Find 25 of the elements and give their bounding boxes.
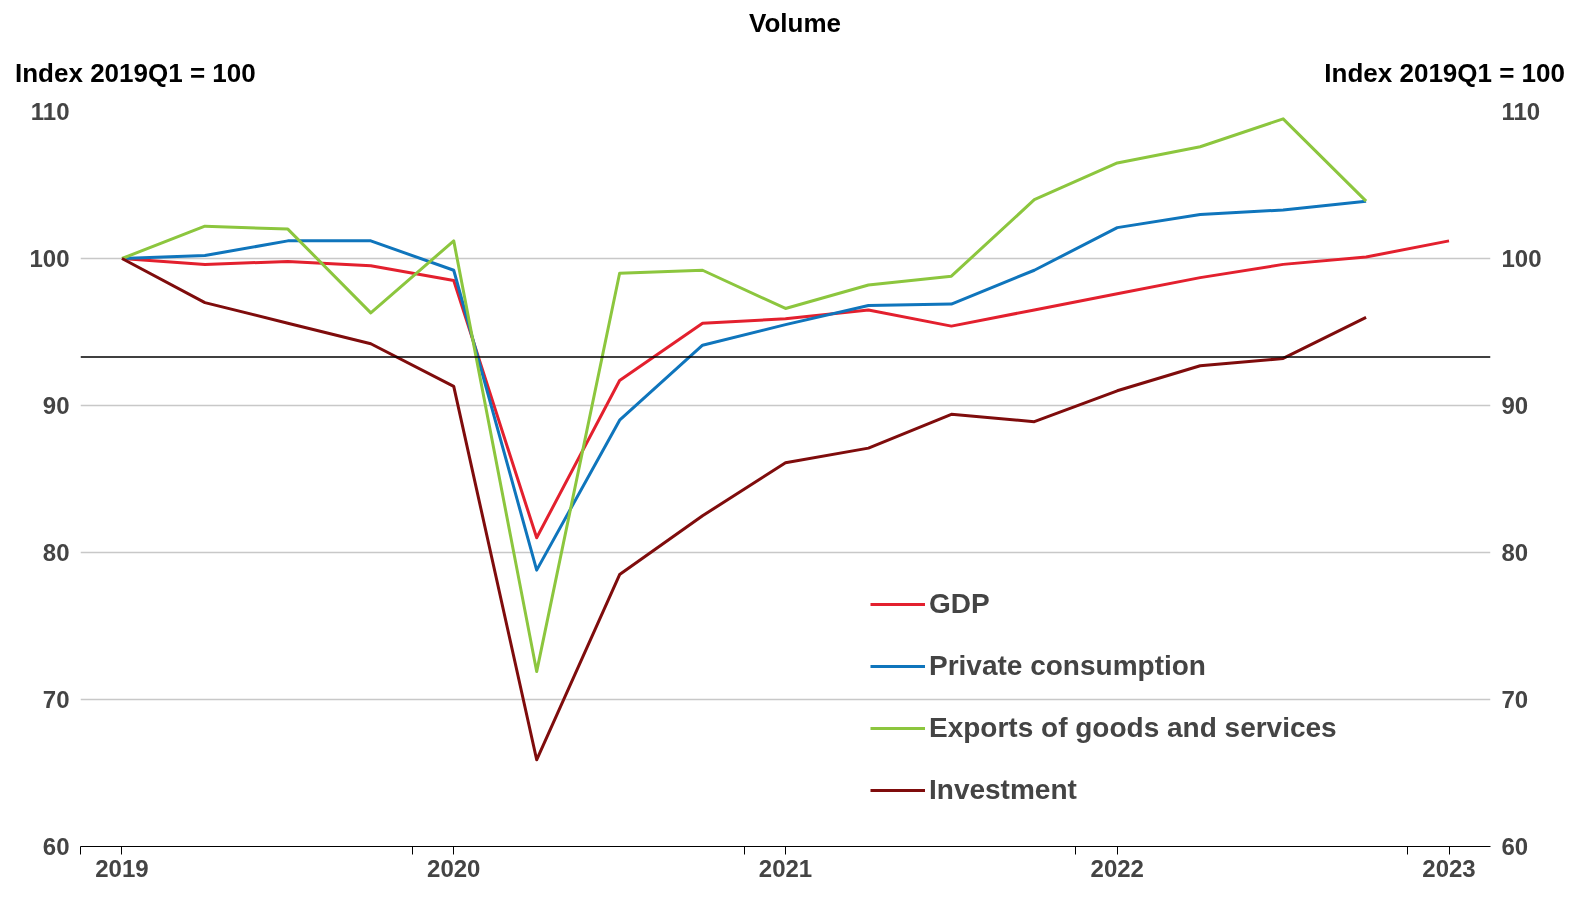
x-tick-label: 2019	[95, 854, 149, 882]
y-tick-label: 60	[42, 833, 70, 860]
y2-tick-label: 100	[1501, 245, 1542, 272]
y2-tick-label: 70	[1501, 686, 1529, 713]
y2-axis-title: Index 2019Q1 = 100	[1324, 57, 1565, 90]
y-tick-label: 90	[42, 392, 70, 419]
line-series	[120, 257, 1368, 762]
legend-label: Investment	[929, 774, 1077, 806]
y-tick-label: 70	[42, 686, 70, 713]
legend-label: Exports of goods and services	[929, 712, 1337, 744]
y-tick-label: 100	[29, 245, 70, 272]
x-tick-label: 2022	[1090, 854, 1144, 882]
x-tick-label: 2020	[427, 854, 481, 882]
y-tick-label: 110	[30, 98, 70, 125]
chart-title: Volume	[748, 7, 842, 40]
y2-tick-label: 80	[1501, 539, 1529, 566]
y2-tick-label: 110	[1501, 98, 1541, 125]
y2-tick-label: 60	[1501, 833, 1529, 860]
x-tick-label: 2021	[758, 854, 813, 882]
y-axis-title: Index 2019Q1 = 100	[15, 57, 256, 90]
legend-label: Private consumption	[929, 650, 1206, 682]
x-tick-label: 2023	[1422, 854, 1476, 882]
y2-tick-label: 90	[1501, 392, 1529, 419]
y-tick-label: 80	[42, 539, 70, 566]
legend-label: GDP	[929, 588, 990, 620]
